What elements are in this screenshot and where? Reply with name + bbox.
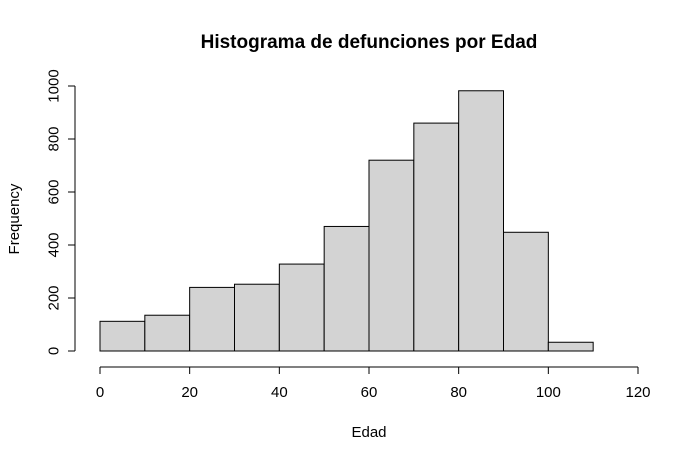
y-tick-label: 0 xyxy=(46,347,63,355)
x-tick-label: 40 xyxy=(271,384,288,401)
y-tick-label: 200 xyxy=(46,285,63,310)
x-tick-label: 100 xyxy=(536,384,561,401)
histogram-bar xyxy=(413,122,460,352)
x-axis-label: Edad xyxy=(351,424,386,441)
histogram-bar xyxy=(278,263,325,352)
y-axis: 0 200 400 600 800 1000 xyxy=(46,69,76,355)
histogram-bar xyxy=(234,283,280,352)
y-tick-label: 600 xyxy=(46,179,63,204)
bars-group xyxy=(99,90,594,352)
x-tick-label: 60 xyxy=(361,384,378,401)
chart-title: Histograma de defunciones por Edad xyxy=(201,32,538,53)
y-tick-label: 1000 xyxy=(46,69,63,102)
histogram-bar xyxy=(189,286,236,352)
x-tick-label: 0 xyxy=(96,384,104,401)
histogram-bar xyxy=(144,314,191,352)
histogram-bar xyxy=(547,341,594,352)
y-axis-label: Frequency xyxy=(6,183,23,254)
y-tick-label: 400 xyxy=(46,232,63,257)
histogram-bar xyxy=(503,231,549,352)
histogram-bar xyxy=(99,320,146,352)
x-tick-label: 20 xyxy=(181,384,198,401)
histogram-bar xyxy=(458,90,504,352)
x-tick-label: 80 xyxy=(450,384,467,401)
y-tick-label: 800 xyxy=(46,126,63,151)
histogram-bar xyxy=(323,225,370,352)
x-axis: 0 20 40 60 80 100 120 xyxy=(96,366,651,401)
x-tick-label: 120 xyxy=(625,384,650,401)
histogram-bar xyxy=(368,159,415,352)
